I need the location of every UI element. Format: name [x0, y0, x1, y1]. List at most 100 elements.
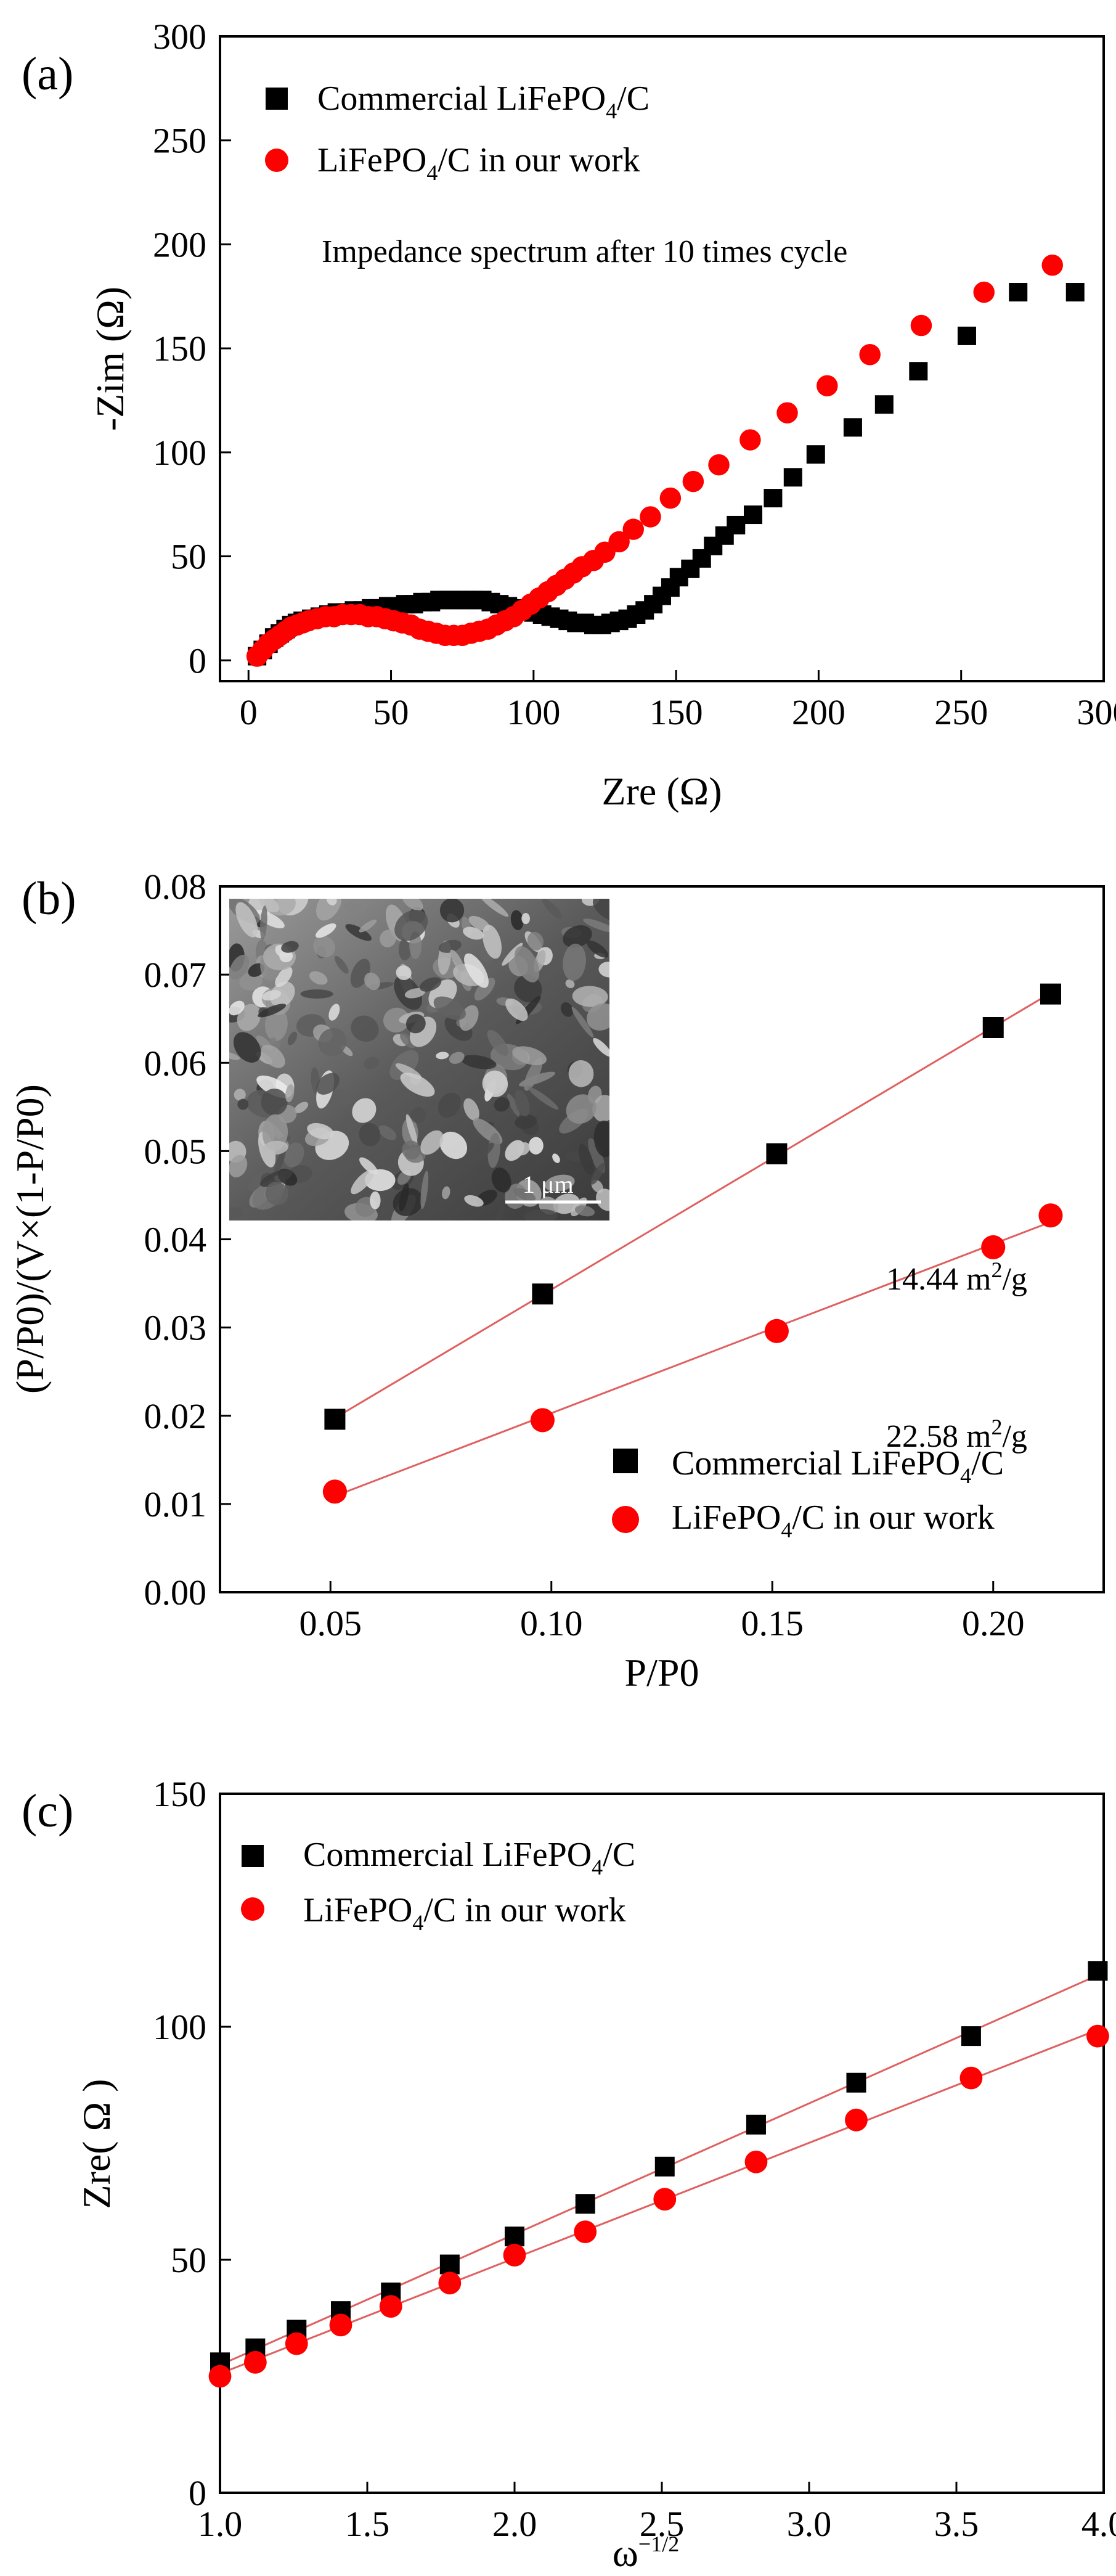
sem-particle [505, 998, 528, 1021]
sem-particle [420, 1171, 429, 1209]
data-point-circle [1041, 254, 1063, 276]
sem-particle [464, 953, 489, 988]
sem-particle [494, 1204, 505, 1221]
sem-particle [352, 1098, 377, 1123]
sem-particle [463, 1098, 479, 1121]
sem-particle [473, 1166, 488, 1191]
panel-a-y-axis-label: -Zim (Ω) [88, 287, 132, 431]
sem-particle [269, 1037, 277, 1045]
panel-a-y-tick-label: 150 [153, 329, 206, 369]
legend-marker-circle [241, 1897, 264, 1921]
legend-text-subscript: 4 [606, 99, 617, 123]
sem-particle [590, 1163, 605, 1185]
sem-particle [335, 955, 349, 974]
sem-particle [450, 949, 465, 972]
legend-marker-circle [612, 1506, 639, 1533]
panel-a-label: (a) [22, 48, 73, 100]
panel-a-y-tick-label: 200 [153, 224, 206, 264]
panel-a-legend-item-1: Commercial LiFePO4/C [317, 80, 650, 123]
sem-image-texture [229, 899, 609, 1221]
legend-text-main: Commercial LiFePO [672, 1444, 960, 1482]
sem-particle [449, 1052, 465, 1064]
sem-particle [316, 1073, 340, 1095]
panel-c-legend-item-2: LiFePO4/C in our work [303, 1891, 626, 1935]
legend-text-tail: /C in our work [792, 1499, 994, 1537]
sem-particle [316, 899, 342, 921]
panel-b-x-tick-label: 0.20 [962, 1603, 1025, 1643]
sem-particle [494, 1097, 510, 1112]
scale-bar-label: 1 μm [523, 1171, 574, 1198]
data-point-square [1009, 283, 1028, 302]
panel-b-y-tick-label: 0.03 [144, 1308, 207, 1348]
panel-b-y-tick-label: 0.06 [144, 1043, 207, 1083]
data-point-circle [959, 2066, 983, 2090]
data-point-circle [764, 1319, 789, 1343]
sem-particle [468, 1142, 494, 1164]
data-point-square [766, 1143, 788, 1164]
sem-particle [487, 1132, 500, 1168]
panel-a-y-tick-label: 250 [153, 121, 206, 161]
sem-particle [229, 1155, 248, 1178]
data-point-circle [739, 429, 761, 451]
data-point-circle [608, 531, 630, 553]
sem-particle [328, 1004, 340, 1021]
sem-particle [394, 909, 428, 941]
sem-particle [281, 941, 299, 953]
data-point-circle [910, 314, 932, 337]
sem-particle [474, 978, 495, 1001]
legend-marker-square [242, 1845, 264, 1867]
panel-b-annotation-commercial: 14.44 m2/g [886, 1257, 1027, 1297]
sem-particle [264, 1007, 288, 1042]
sem-particle [442, 1186, 450, 1200]
data-point-square [764, 489, 783, 508]
data-point-circle [659, 487, 682, 509]
sem-particle [399, 1183, 409, 1212]
annotation-superscript: 2 [991, 1415, 1002, 1439]
data-point-square [874, 395, 894, 414]
sem-particle [587, 1003, 609, 1031]
sem-particle [313, 936, 336, 957]
panel-a-x-tick-label: 300 [1077, 692, 1116, 732]
sem-particle [566, 1151, 582, 1162]
sem-particle [229, 954, 250, 980]
panel-c-chart: (c) 1.0 1.5 2.0 2.5 3.0 3.5 4.0 0 50 100 150 ω−1/2… [22, 1774, 1116, 2575]
panel-b-data-points [322, 983, 1063, 1504]
sem-particle [327, 1089, 352, 1107]
panel-b-annotation-our-work: 22.58 m2/g [886, 1415, 1027, 1454]
sem-particle [563, 943, 586, 981]
legend-text-tail: /C in our work [423, 1891, 625, 1929]
legend-marker-circle [265, 149, 288, 172]
panel-c-axis-ticks: 1.0 1.5 2.0 2.5 3.0 3.5 4.0 0 50 100 150 [153, 1774, 1116, 2544]
panel-b-y-tick-label: 0.01 [144, 1484, 207, 1524]
sem-particle [274, 1148, 287, 1176]
linear-fit-line [334, 1221, 1051, 1497]
panel-c-data-points [208, 1961, 1109, 2388]
data-point-square [806, 445, 825, 464]
sem-particle [464, 1195, 484, 1207]
sem-particle [258, 899, 280, 913]
panel-c-legend-item-1: Commercial LiFePO4/C [303, 1836, 635, 1879]
data-point-square [783, 468, 802, 487]
sem-particle [316, 923, 336, 938]
linear-fit-line [334, 992, 1051, 1419]
panel-b-axis-ticks: 0.05 0.10 0.15 0.20 0.00 0.01 0.02 0.03 0.04 0.05… [144, 867, 1025, 1643]
legend-marker-square [266, 88, 288, 110]
sem-particle [516, 1142, 531, 1156]
sem-particle [524, 1058, 543, 1091]
legend-text-tail: /C [603, 1836, 635, 1874]
sem-particle [566, 1094, 597, 1124]
panel-a-plot-frame [219, 35, 1105, 682]
sem-particle [574, 1205, 595, 1217]
data-point-square [1088, 1961, 1108, 1981]
panel-a-x-tick-label: 100 [507, 692, 560, 732]
annotation-main: 14.44 m [886, 1262, 991, 1297]
panel-b-chart: (b) 0.05 0.10 0.15 0.20 0.00 0.01 0.02 0.03 0.04… [8, 867, 1105, 1695]
data-point-circle [329, 2313, 352, 2337]
panel-b-y-tick-label: 0.02 [144, 1396, 207, 1436]
sem-particle [359, 1157, 378, 1175]
sem-particle [234, 1089, 246, 1101]
sem-particle [583, 918, 609, 933]
data-point-square [1040, 983, 1061, 1005]
sem-particle [563, 925, 592, 948]
